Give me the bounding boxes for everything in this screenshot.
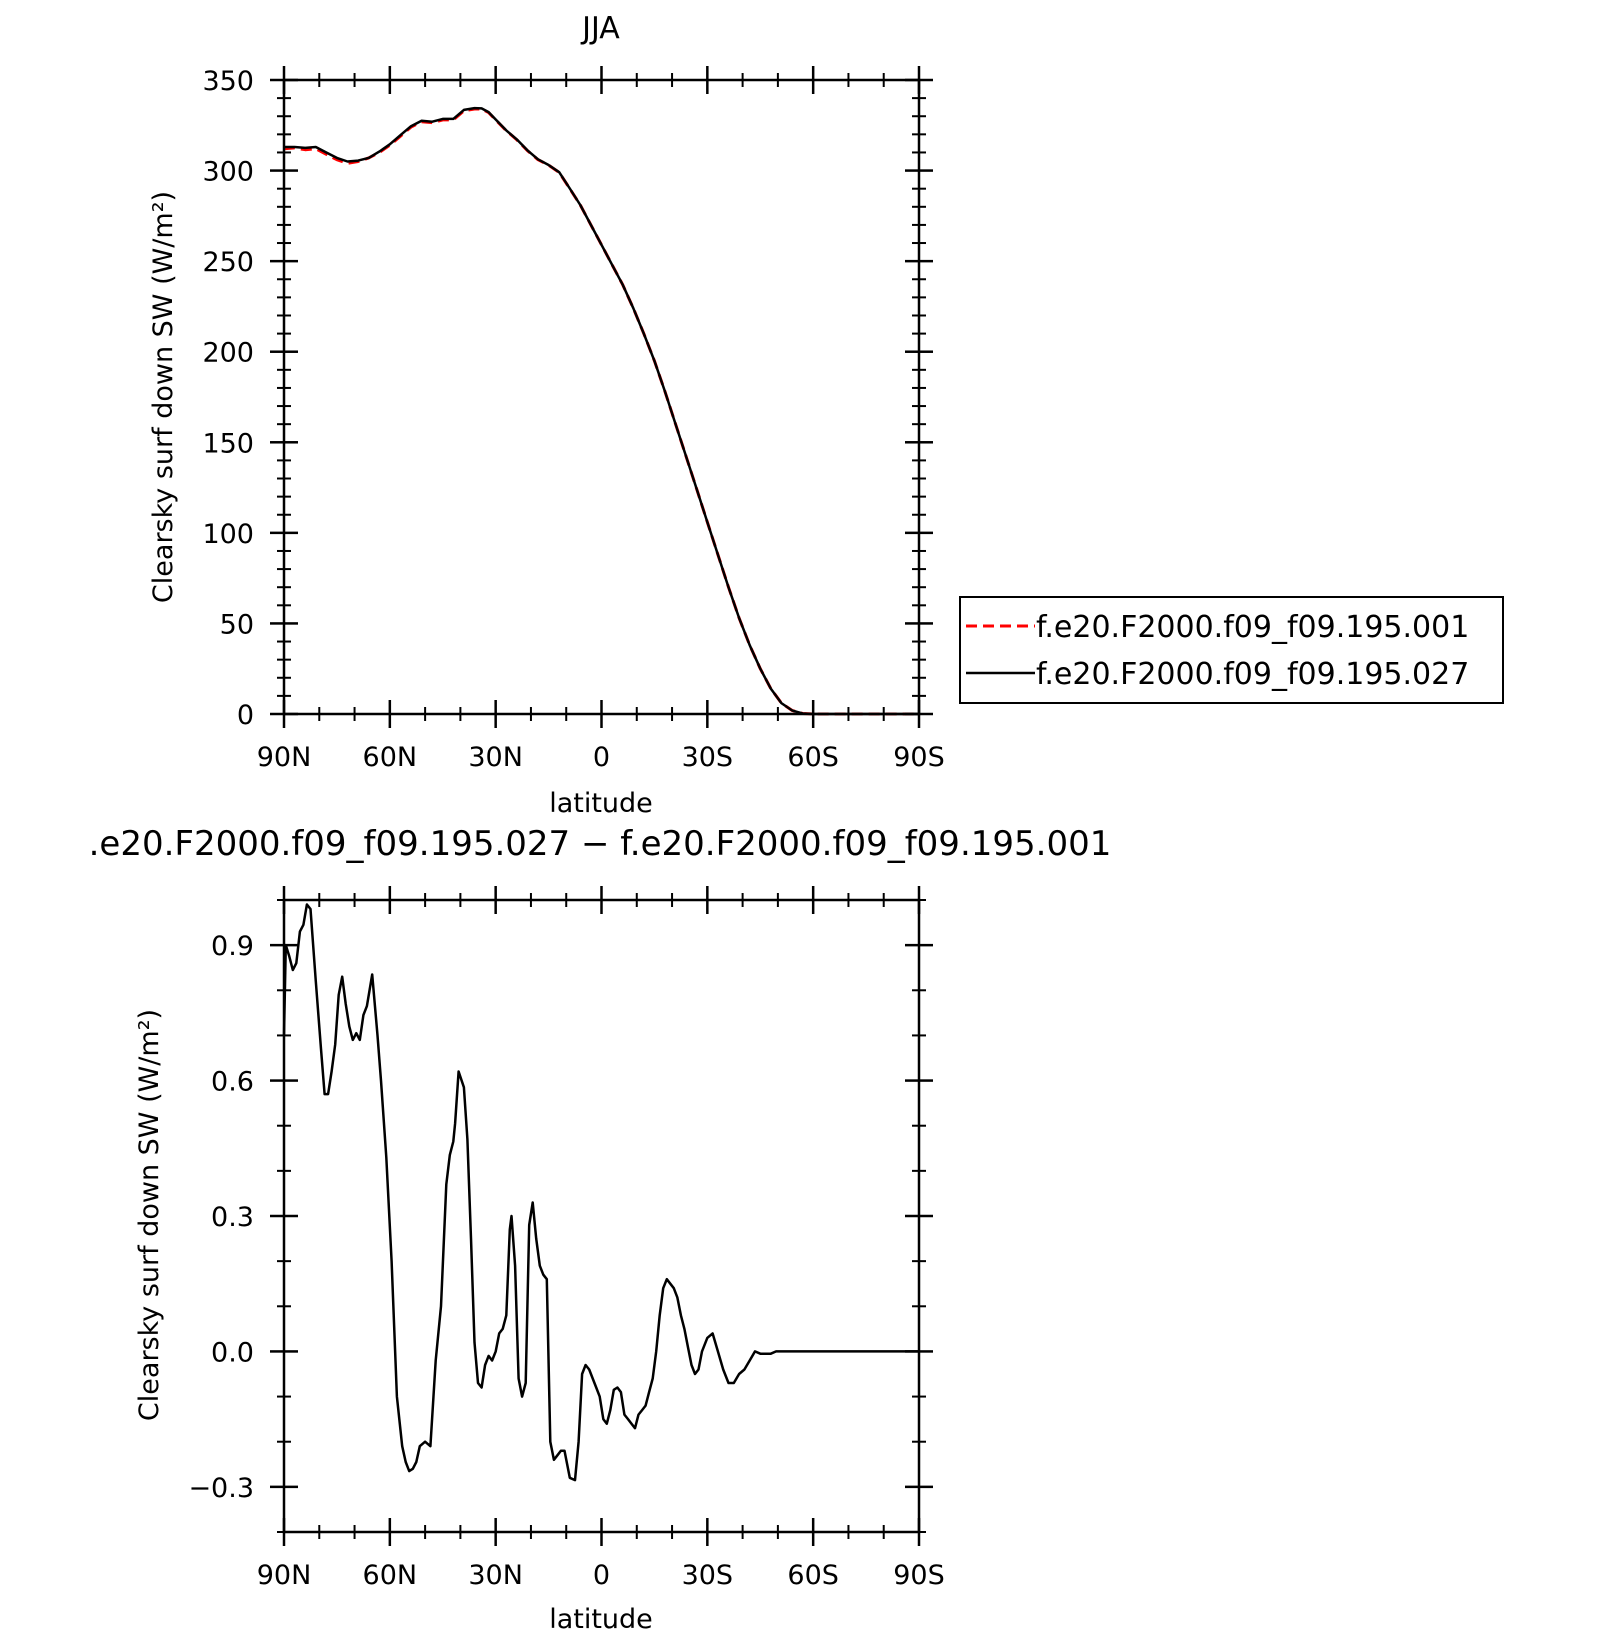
top-plot-y-tick-label: 200 <box>202 338 254 369</box>
legend-box <box>959 596 1504 704</box>
top-plot-series-line-2 <box>284 106 919 716</box>
bottom-plot-y-tick-label: −0.3 <box>188 1473 254 1504</box>
legend-label-series-2: f.e20.F2000.f09_f09.195.027 <box>1036 657 1469 692</box>
bottom-plot-x-tick-label: 90S <box>893 1560 945 1591</box>
top-plot-y-tick-label: 300 <box>202 157 254 188</box>
top-plot-x-tick-label: 30N <box>468 742 523 773</box>
bottom-plot-series-line-1 <box>282 903 919 1482</box>
bottom-plot-x-tick-label: 30S <box>682 1560 734 1591</box>
top-plot-y-tick-label: 150 <box>202 428 254 459</box>
top-plot-y-tick-label: 100 <box>202 519 254 550</box>
bottom-plot-x-tick-label: 60N <box>363 1560 418 1591</box>
bottom-plot-x-tick-label: 60S <box>787 1560 839 1591</box>
top-plot-x-tick-label: 0 <box>593 742 610 773</box>
top-plot-x-tick-label: 30S <box>682 742 734 773</box>
top-plot-x-tick-label: 90N <box>257 742 312 773</box>
bottom-plot-y-tick-label: 0.3 <box>211 1202 254 1233</box>
top-plot-y-tick-label: 250 <box>202 247 254 278</box>
bottom-plot-x-axis-label: latitude <box>549 1604 653 1635</box>
top-plot-y-axis-label: Clearsky surf down SW (W/m²) <box>148 191 179 603</box>
top-plot-y-tick-label: 350 <box>202 66 254 97</box>
top-plot-x-axis-label: latitude <box>549 788 653 819</box>
top-plot-frame <box>282 78 921 716</box>
bottom-plot-panel: .e20.F2000.f09_f09.195.027 − f.e20.F2000… <box>89 824 1112 1635</box>
bottom-plot-x-tick-label: 30N <box>468 1560 523 1591</box>
top-plot-ticks: 90N 60N 30N 0 30S 60S 90S 0 50 100 150 200 250 300 350 <box>202 66 945 773</box>
bottom-plot-ticks: 90N 60N 30N 0 30S 60S 90S −0.3 0.0 0.3 0.6 0.9 <box>188 886 945 1591</box>
top-plot-y-tick-label: 50 <box>220 609 254 640</box>
legend-label-series-1: f.e20.F2000.f09_f09.195.001 <box>1036 610 1469 645</box>
bottom-plot-title: .e20.F2000.f09_f09.195.027 − f.e20.F2000… <box>89 824 1112 864</box>
top-plot-series-line-1 <box>283 107 919 716</box>
top-plot-marks <box>283 106 919 716</box>
bottom-plot-x-tick-label: 90N <box>257 1560 312 1591</box>
bottom-plot-y-axis-label: Clearsky surf down SW (W/m²) <box>134 1009 165 1421</box>
legend: f.e20.F2000.f09_f09.195.001 f.e20.F2000.… <box>959 596 1504 704</box>
bottom-plot-marks <box>282 903 919 1482</box>
bottom-plot-x-tick-label: 0 <box>593 1560 610 1591</box>
top-plot-x-tick-label: 90S <box>893 742 945 773</box>
top-plot-x-tick-label: 60S <box>787 742 839 773</box>
top-plot-title: JJA <box>580 11 620 46</box>
bottom-plot-y-tick-label: 0.0 <box>211 1337 254 1368</box>
bottom-plot-frame <box>282 898 921 1534</box>
top-plot-panel: JJA 90N 60N 30N 0 30S 60S 90S 0 50 100 150 200 250 30… <box>148 11 945 819</box>
top-plot-y-tick-label: 0 <box>237 700 254 731</box>
bottom-plot-y-tick-label: 0.6 <box>211 1067 254 1098</box>
top-plot-x-tick-label: 60N <box>363 742 418 773</box>
bottom-plot-y-tick-label: 0.9 <box>211 931 254 962</box>
